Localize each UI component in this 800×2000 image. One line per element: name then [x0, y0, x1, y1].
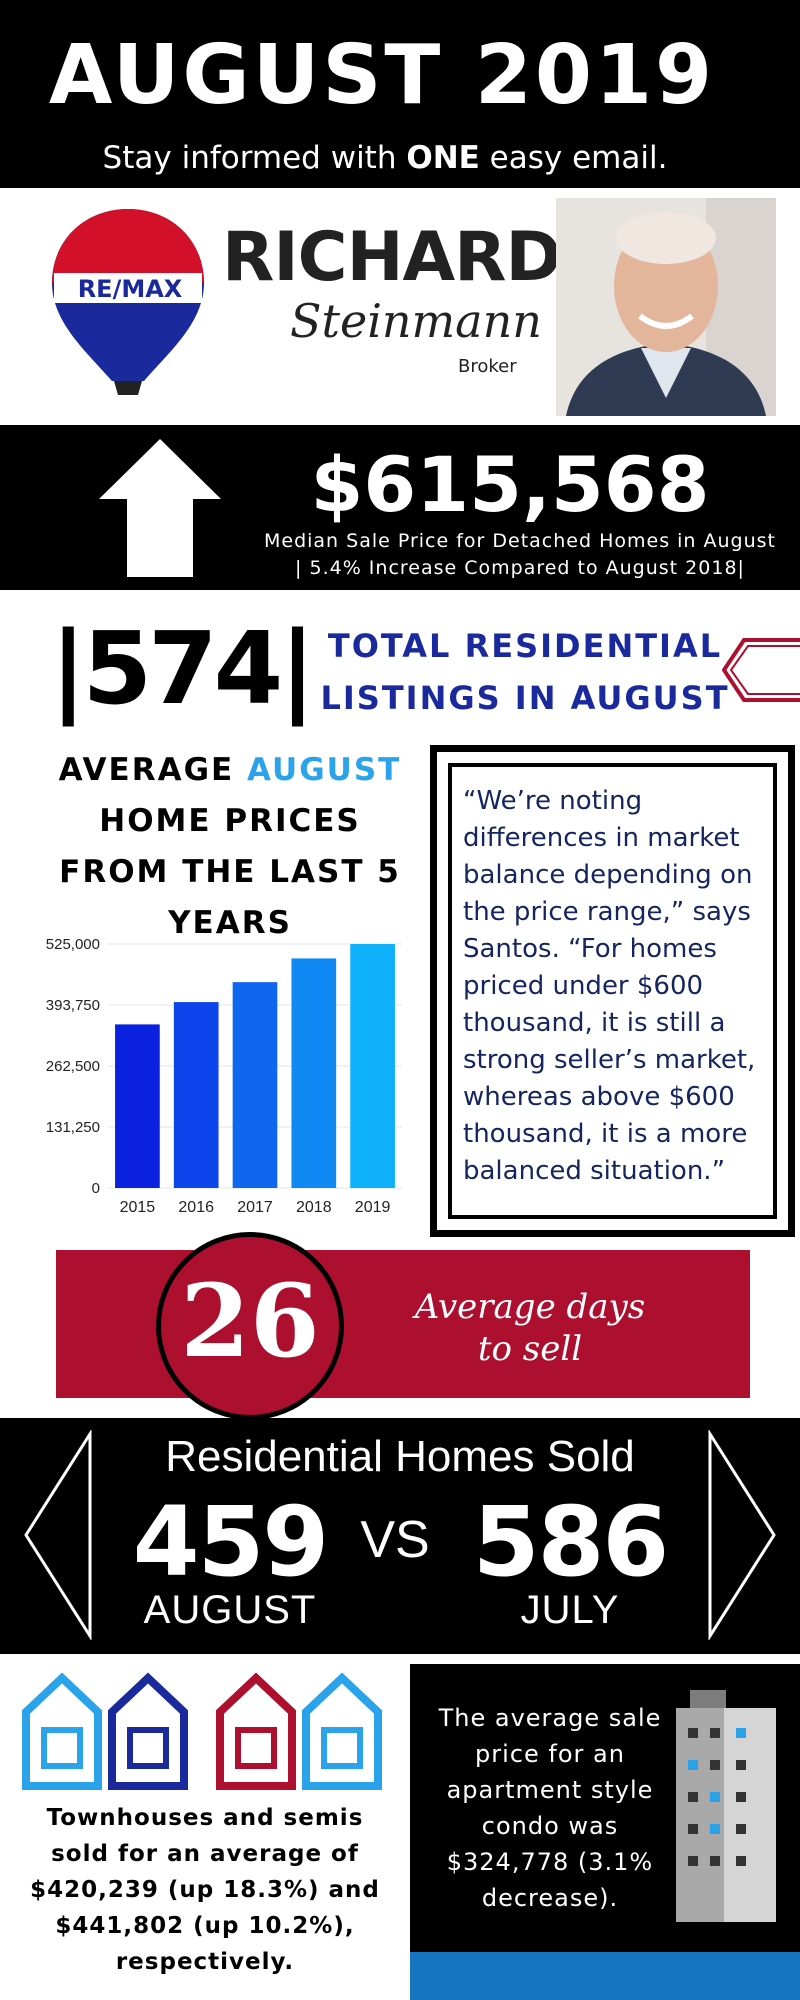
chart-title-accent: AUGUST	[247, 752, 402, 788]
bar-2015	[115, 1024, 160, 1188]
bar-2016	[173, 1002, 219, 1188]
y-tick-label: 262,500	[46, 1058, 100, 1075]
arrow-left-outline-icon	[24, 1430, 92, 1640]
bar-2017	[232, 982, 278, 1188]
bar-2019	[350, 944, 395, 1188]
days-to-sell-number: 26	[180, 1262, 320, 1380]
townhouses-text: Townhouses and semis sold for an average…	[30, 1805, 380, 1975]
quote-text: “We’re noting differences in market bala…	[463, 786, 756, 1186]
quote-frame-inner	[448, 763, 777, 1219]
chevron-left-outline-icon	[722, 638, 800, 702]
median-price-value: $615,568	[310, 440, 710, 529]
agent-role: Broker	[458, 356, 517, 377]
agent-last-name: Steinmann	[290, 294, 542, 348]
bar-2018	[291, 958, 337, 1188]
x-tick-label: 2015	[120, 1199, 156, 1216]
median-price-caption: Median Sale Price for Detached Homes in …	[263, 530, 776, 579]
august-sold-value: 459	[132, 1486, 329, 1598]
x-tick-label: 2016	[178, 1199, 214, 1216]
quote-frame-outer	[430, 745, 795, 1237]
subtitle-emphasis: ONE	[406, 140, 480, 176]
july-label: JULY	[520, 1588, 620, 1632]
y-tick-label: 131,250	[46, 1119, 100, 1136]
bar-chart: 0 131,250 262,500 393,750 525,000 2015 2016 20…	[46, 936, 402, 1216]
header-band	[0, 0, 800, 188]
house-outline-icon	[22, 1672, 382, 1790]
homes-sold-band	[0, 1418, 800, 1654]
july-sold-value: 586	[472, 1486, 669, 1598]
y-tick-label: 393,750	[46, 997, 100, 1014]
x-tick-label: 2018	[296, 1199, 332, 1216]
brand-logo-text: RE/MAX	[78, 275, 183, 303]
x-tick-label: 2017	[237, 1199, 273, 1216]
page-title: AUGUST 2019	[48, 28, 716, 123]
days-circle	[156, 1232, 344, 1420]
building-icon	[676, 1690, 776, 1922]
august-label: AUGUST	[143, 1588, 317, 1632]
homes-sold-title: Residential Homes Sold	[165, 1432, 635, 1481]
days-to-sell-label: Average days to sell	[414, 1287, 646, 1369]
agent-photo	[556, 198, 776, 416]
listings-count: |574|	[50, 610, 316, 727]
house-arrow-icon	[99, 439, 221, 577]
header-subtitle: Stay informed with ONE easy email.	[102, 140, 668, 176]
x-tick-label: 2019	[355, 1199, 391, 1216]
hot-air-balloon-icon: RE/MAX	[52, 209, 204, 395]
y-tick-label: 525,000	[46, 936, 100, 953]
condo-text: The average sale price for an apartment …	[438, 1704, 662, 1912]
versus-label: VS	[360, 1511, 430, 1569]
agent-first-name: RICHARD	[222, 218, 562, 297]
condo-accent-strip	[410, 1952, 800, 2000]
y-tick-label: 0	[92, 1180, 100, 1197]
arrow-right-outline-icon	[708, 1430, 776, 1640]
listings-label: TOTAL RESIDENTIAL LISTINGS IN AUGUST	[320, 627, 730, 717]
chart-title: AVERAGE AUGUST HOME PRICES FROM THE LAST…	[58, 752, 402, 941]
